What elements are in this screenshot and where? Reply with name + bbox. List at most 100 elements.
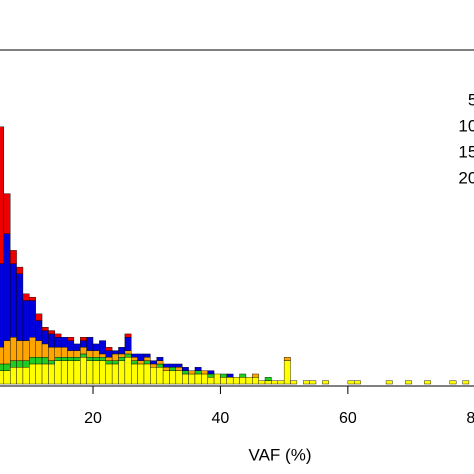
bar-segment (118, 353, 126, 358)
bar-segment (48, 363, 55, 385)
bar-segment (150, 360, 157, 365)
bar-segment (213, 373, 221, 385)
bar-segment (156, 357, 164, 361)
bar-segment (16, 367, 24, 385)
bar-segment (201, 373, 208, 385)
bar-segment (9, 367, 17, 385)
bar-segment (3, 363, 11, 371)
bar-segment (105, 363, 113, 385)
bar-segment (277, 380, 285, 385)
bar-segment (22, 367, 30, 385)
bar-segment (220, 377, 228, 385)
bar-segment (385, 380, 393, 385)
bar-segment (54, 360, 62, 385)
bar-segment (22, 300, 30, 341)
bar-segment (80, 357, 87, 385)
bar-segment (41, 357, 49, 365)
bar-segment (239, 373, 247, 378)
bar-segment (92, 350, 100, 358)
bar-segment (239, 377, 247, 385)
bar-segment (207, 373, 215, 378)
bar-segment (35, 313, 43, 321)
bar-segment (73, 350, 81, 358)
bar-segment (3, 340, 11, 365)
bar-segment (449, 380, 457, 385)
bar-segment (22, 340, 30, 361)
bar-segment (182, 370, 189, 375)
bar-segment (258, 380, 266, 385)
bar-segment (73, 357, 81, 361)
x-tick-label: 40 (212, 410, 230, 427)
bar-segment (175, 367, 183, 371)
bar-segment (111, 353, 119, 361)
bar-segment (226, 373, 234, 378)
bar-segment (347, 380, 355, 385)
bar-segment (80, 347, 87, 355)
bar-segment (80, 340, 87, 348)
x-tick-label: 20 (84, 410, 102, 427)
bar-segment (283, 357, 291, 361)
bar-segment (188, 373, 196, 385)
bar-segment (283, 360, 291, 385)
bar-segment (29, 296, 36, 301)
bar-segment (54, 357, 62, 361)
bar-segment (92, 357, 100, 361)
bar-segment (169, 367, 177, 371)
bar-segment (290, 380, 298, 385)
bar-segment (124, 353, 132, 358)
bar-segment (137, 360, 145, 365)
bar-segment (404, 380, 412, 385)
bar-segment (309, 380, 317, 385)
bar-segment (92, 343, 100, 351)
bar-segment (86, 337, 94, 351)
bar-segment (207, 370, 215, 375)
bar-segment (175, 370, 183, 385)
bar-segment (99, 353, 106, 358)
bar-segment (16, 273, 24, 341)
bar-segment (35, 340, 43, 358)
bar-segment (131, 357, 138, 361)
bar-segment (41, 363, 49, 385)
bar-segment (131, 353, 138, 358)
bar-segment (232, 377, 240, 385)
bar-segment (252, 377, 259, 385)
bar-segment (105, 360, 113, 365)
bar-segment (41, 327, 49, 331)
bar-segment (73, 360, 81, 385)
bar-segment (9, 263, 17, 338)
bar-segment (3, 370, 11, 385)
bar-segment (16, 340, 24, 361)
bar-segment (162, 370, 170, 385)
bar-segment (143, 357, 151, 361)
bar-segment (111, 363, 119, 385)
bar-segment (188, 370, 196, 375)
bar-segment (99, 340, 106, 355)
bar-segment (0, 363, 5, 371)
bar-segment (143, 360, 151, 365)
bar-segment (54, 347, 62, 358)
bar-segment (264, 380, 272, 385)
bar-segment (150, 363, 157, 368)
bar-segment (54, 333, 62, 338)
bar-segment (73, 343, 81, 351)
bar-segment (201, 370, 208, 375)
bar-segment (86, 357, 94, 361)
bar-segment (60, 337, 68, 348)
bar-segment (105, 357, 113, 361)
bar-segment (99, 357, 106, 361)
bar-segment (60, 357, 68, 361)
bar-segment (9, 250, 17, 264)
bar-segment (169, 363, 177, 368)
bar-segment (60, 360, 68, 385)
legend-label: 20 cu (458, 168, 474, 187)
bar-segment (194, 370, 202, 375)
bar-segment (303, 380, 310, 385)
bar-segment (169, 370, 177, 385)
bar-segment (67, 357, 75, 361)
bar-segment (462, 380, 470, 385)
bar-segment (162, 367, 170, 371)
bar-segment (29, 300, 36, 338)
bar-segment (182, 373, 189, 385)
bar-segment (48, 333, 55, 348)
